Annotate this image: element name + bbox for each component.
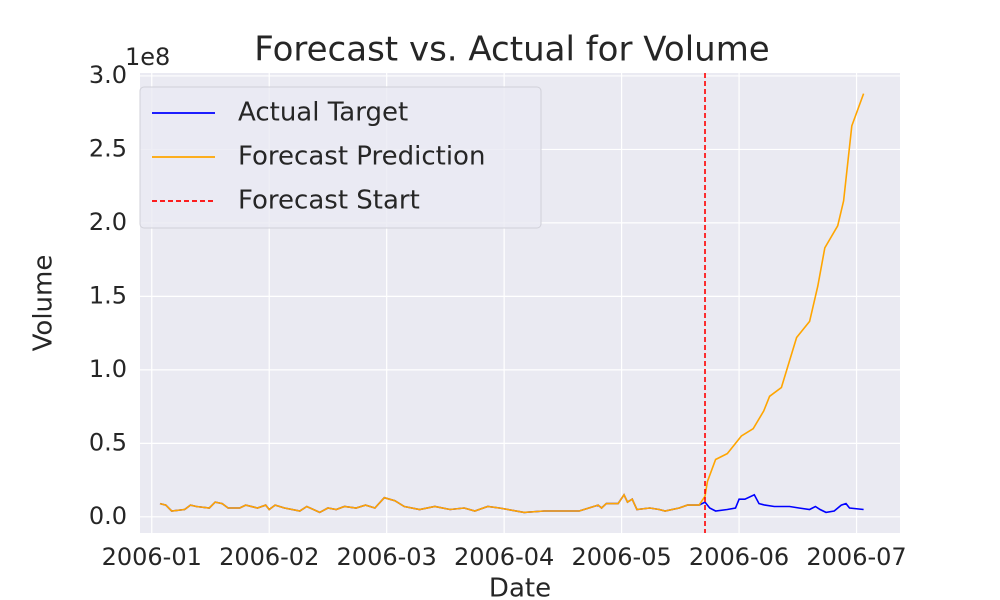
x-axis-label: Date bbox=[489, 574, 551, 600]
legend-box bbox=[139, 86, 542, 229]
legend-label: Forecast Prediction bbox=[238, 142, 485, 172]
y-tick-label: 1.5 bbox=[89, 281, 127, 309]
x-tick-label: 2006-07 bbox=[806, 543, 906, 571]
y-tick-label: 2.5 bbox=[89, 134, 127, 162]
x-tick-label: 2006-04 bbox=[454, 543, 554, 571]
offset-label: 1e8 bbox=[125, 43, 170, 71]
x-tick-label: 2006-01 bbox=[102, 543, 202, 571]
y-tick-label: 2.0 bbox=[89, 208, 127, 236]
legend-label: Forecast Start bbox=[238, 186, 420, 216]
marks bbox=[159, 73, 865, 533]
y-tick-label: 0.5 bbox=[89, 428, 127, 456]
chart-title: Forecast vs. Actual for Volume bbox=[254, 30, 769, 70]
y-axis-label: Volume bbox=[29, 255, 59, 352]
y-tick-label: 1.0 bbox=[89, 355, 127, 383]
x-tick-label: 2006-03 bbox=[337, 543, 437, 571]
series-line bbox=[159, 93, 865, 514]
y-tick-label: 0.0 bbox=[89, 502, 127, 530]
x-tick-label: 2006-02 bbox=[219, 543, 319, 571]
x-tick-label: 2006-05 bbox=[571, 543, 671, 571]
legend-label: Actual Target bbox=[238, 98, 408, 128]
x-tick-label: 2006-06 bbox=[689, 543, 789, 571]
y-tick-label: 3.0 bbox=[89, 61, 127, 89]
